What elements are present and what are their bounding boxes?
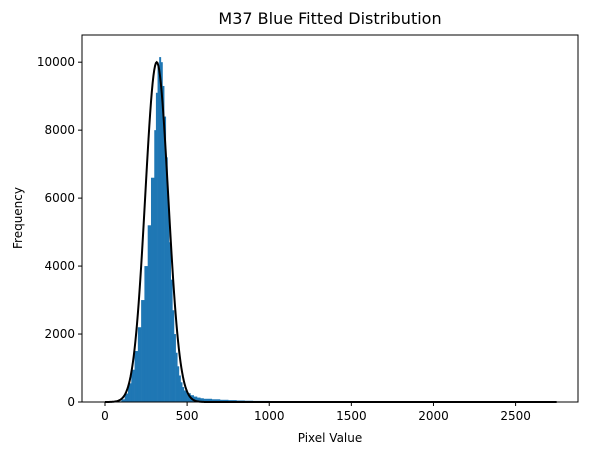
histogram-bar [187, 393, 191, 402]
histogram-bar [178, 375, 181, 402]
histogram-bar [144, 266, 148, 402]
x-axis-label: Pixel Value [298, 431, 363, 445]
histogram-bar [131, 369, 135, 402]
x-tick-label: 500 [176, 409, 199, 423]
histogram-bar [155, 92, 158, 402]
y-tick-label: 4000 [44, 259, 75, 273]
histogram-bar [124, 393, 129, 402]
plot-frame [81, 34, 579, 403]
y-tick-label: 6000 [44, 191, 75, 205]
histogram-bar [211, 399, 221, 402]
histogram-bar [200, 398, 204, 402]
histogram-bar [137, 327, 142, 402]
y-axis-ticks: 0 2000 4000 6000 8000 10000 [37, 55, 82, 409]
histogram-bar [147, 225, 152, 402]
histogram-bar [164, 116, 167, 403]
histogram-bar [165, 157, 168, 402]
histogram-bar [177, 366, 180, 402]
histogram-bar [169, 242, 171, 402]
chart-title: M37 Blue Fitted Distribution [218, 9, 441, 28]
histogram-bar [182, 387, 185, 402]
histogram-bars [118, 57, 556, 403]
histogram-bar [170, 279, 173, 402]
y-tick-label: 2000 [44, 327, 75, 341]
y-tick-label: 0 [67, 395, 75, 409]
x-tick-label: 1000 [254, 409, 285, 423]
histogram-bar [157, 65, 160, 402]
y-axis-label: Frequency [11, 187, 25, 249]
histogram-bar [172, 310, 175, 402]
y-tick-label: 8000 [44, 123, 75, 137]
histogram-bar [141, 300, 145, 402]
histogram-bar [150, 177, 155, 402]
histogram-bar [193, 396, 198, 402]
histogram-bar [127, 383, 132, 402]
x-tick-label: 0 [101, 409, 109, 423]
histogram-bar [196, 397, 201, 402]
histogram-bar [167, 201, 170, 402]
x-axis-ticks: 0 500 1000 1500 2000 2500 [101, 402, 531, 423]
x-tick-label: 2500 [500, 409, 531, 423]
histogram-bar [219, 399, 229, 402]
histogram-bar [134, 351, 139, 402]
y-tick-label: 10000 [37, 55, 75, 69]
histogram-bar [159, 57, 162, 403]
histogram-bar [203, 398, 213, 402]
x-tick-label: 2000 [418, 409, 449, 423]
histogram-bar [162, 85, 165, 402]
histogram-bar [121, 399, 126, 402]
histogram-bar [175, 352, 178, 402]
histogram-bar [183, 390, 188, 402]
histogram-bar [154, 130, 157, 403]
histogram-bar [180, 382, 183, 402]
histogram-bar [160, 62, 163, 403]
x-tick-label: 1500 [336, 409, 367, 423]
histogram-bar [173, 334, 176, 402]
